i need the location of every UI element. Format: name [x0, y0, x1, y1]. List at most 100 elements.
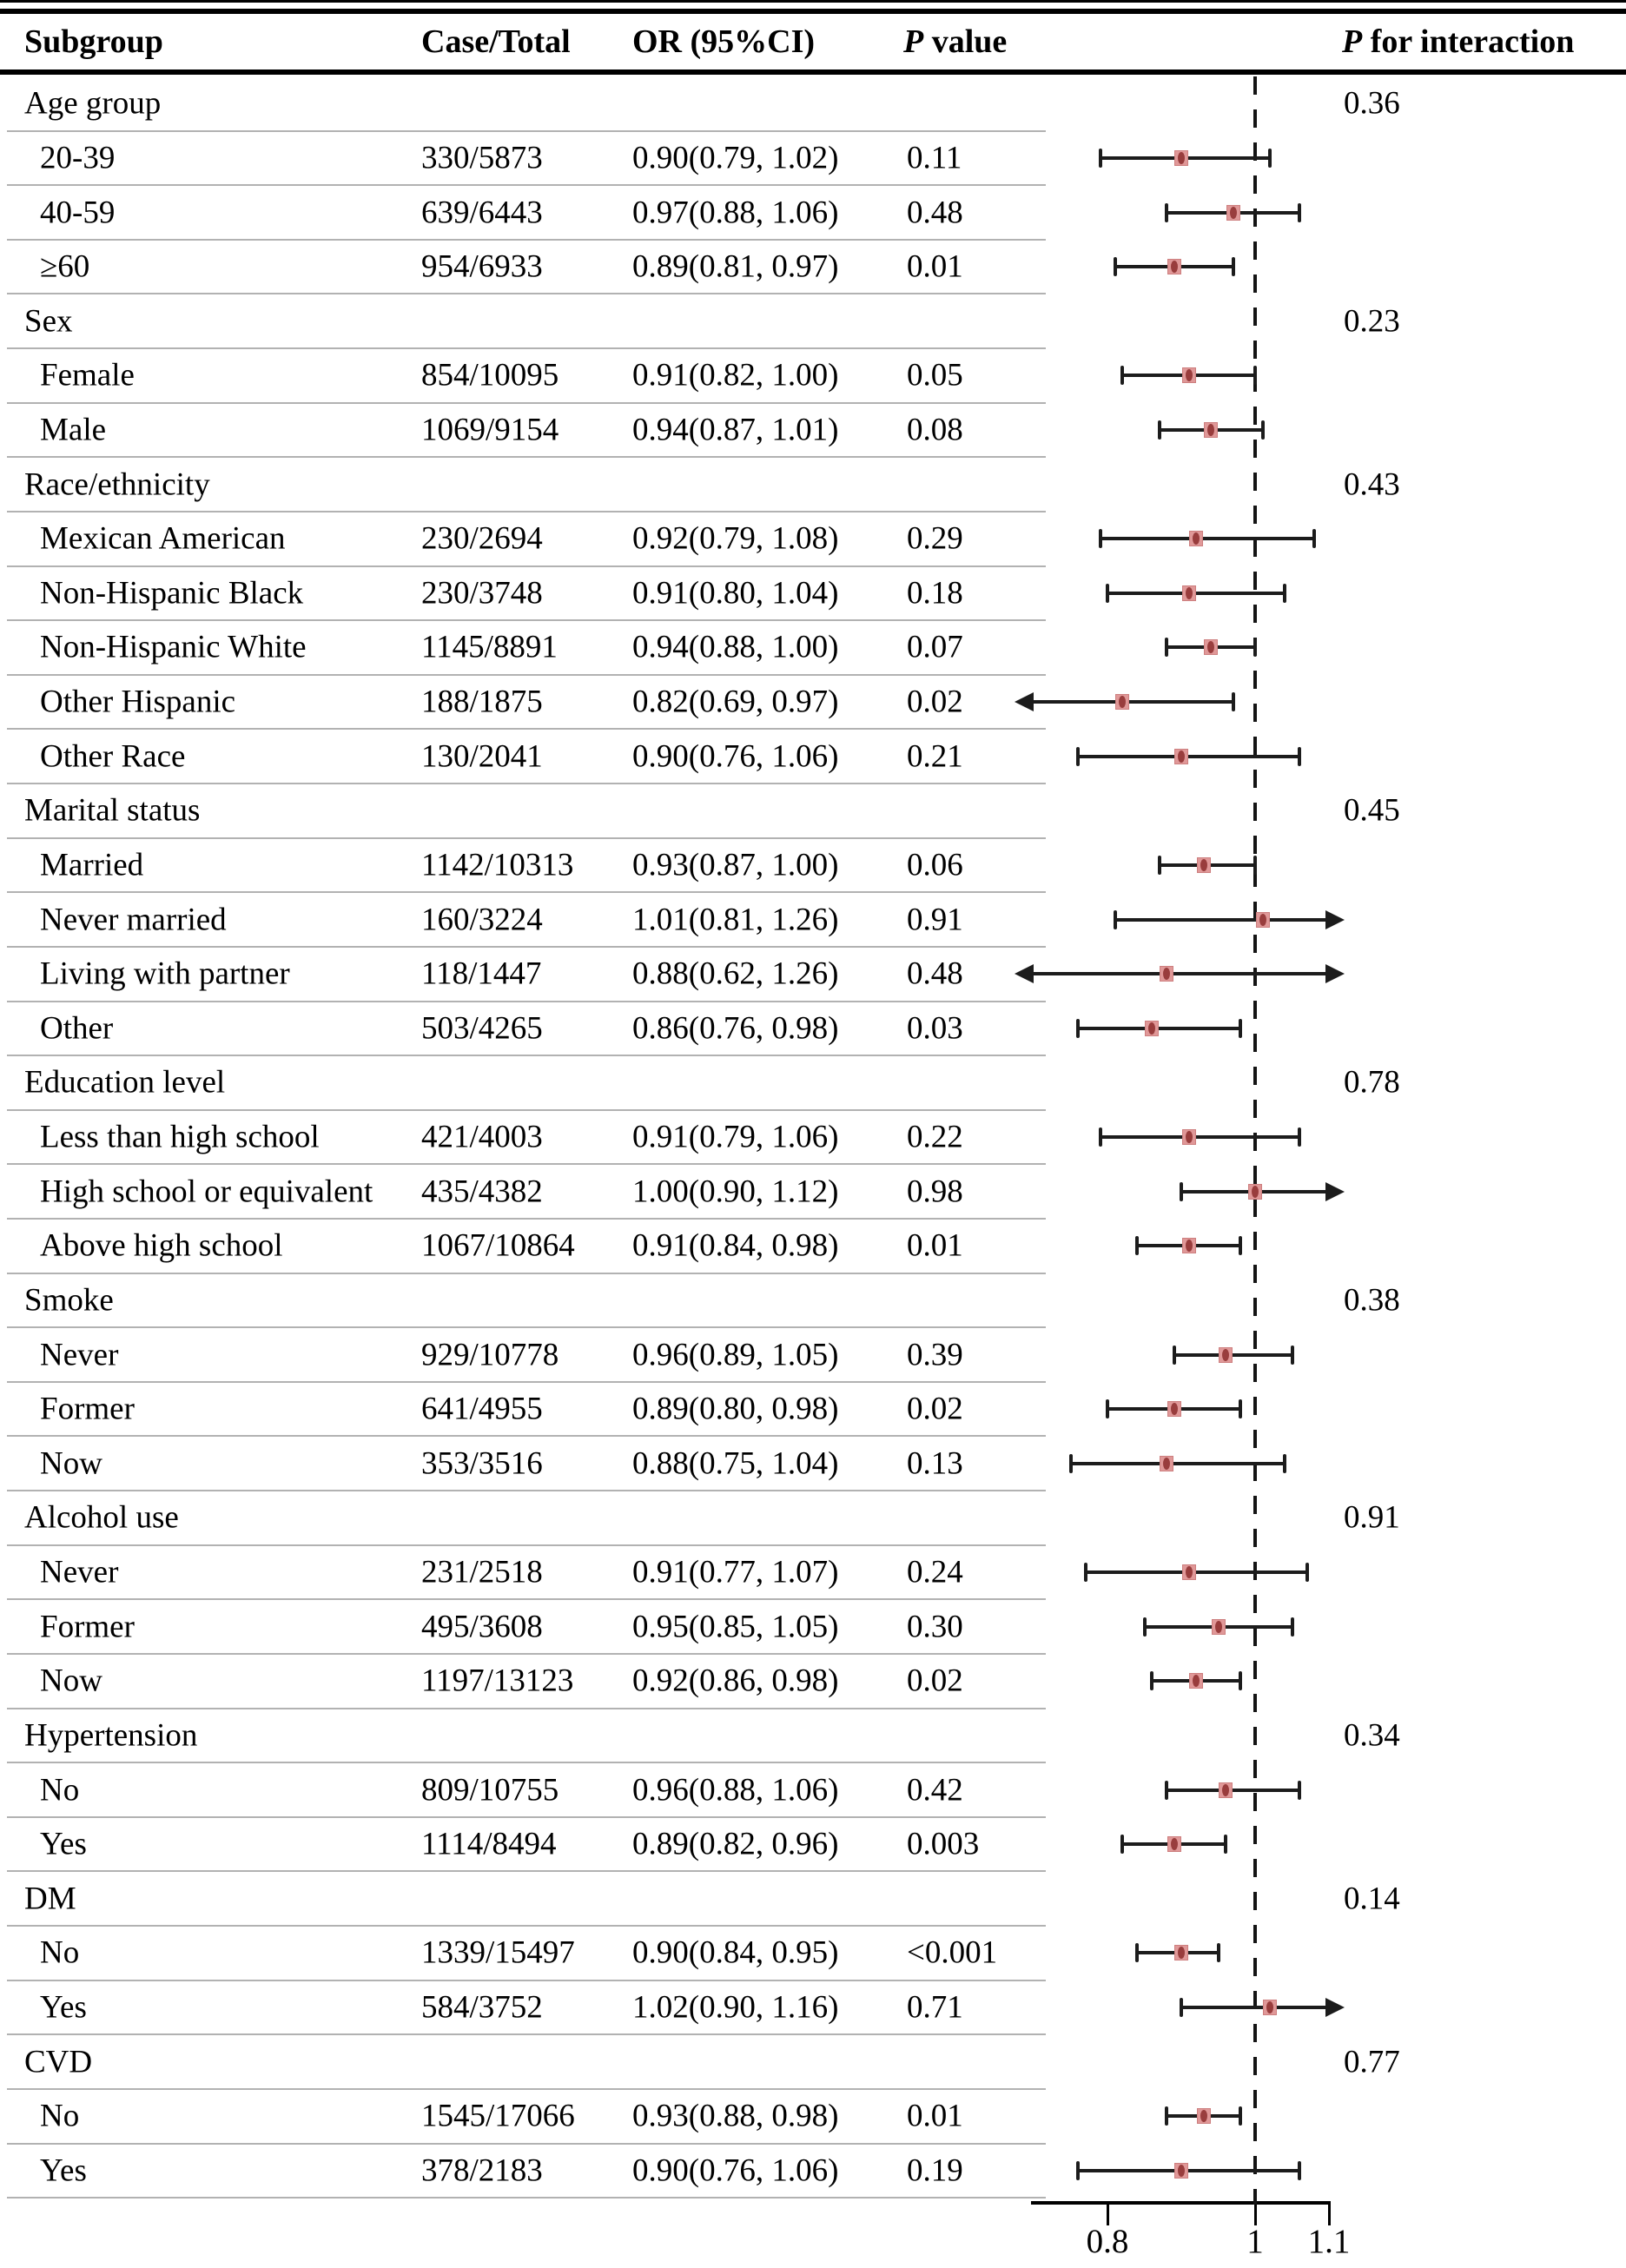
row-separator: [7, 728, 1046, 731]
p-value: 0.11: [907, 140, 962, 176]
ci-left-cap: [1142, 1617, 1147, 1637]
axis-tick: [1106, 2204, 1109, 2225]
table-row: Never 929/10778 0.96(0.89, 1.05) 0.39: [0, 1327, 1626, 1383]
case-total-value: 954/6933: [421, 248, 543, 285]
group-label: Race/ethnicity: [24, 466, 210, 503]
point-estimate-core: [1193, 532, 1200, 546]
row-label: Mexican American: [40, 520, 286, 557]
case-total-value: 160/3224: [421, 902, 543, 938]
or-ci-value: 0.91(0.82, 1.00): [632, 357, 839, 393]
p-value: 0.08: [907, 412, 963, 448]
point-estimate-core: [1185, 586, 1193, 599]
point-estimate-marker: [1181, 367, 1196, 384]
point-estimate-marker: [1174, 748, 1188, 764]
ci-left-cap: [1113, 909, 1117, 929]
p-value: 0.02: [907, 1391, 963, 1427]
ci-whisker: [1078, 754, 1299, 758]
ci-whisker: [1173, 1352, 1292, 1357]
row-separator: [7, 1000, 1046, 1002]
table-row: Other 503/4265 0.86(0.76, 0.98) 0.03: [0, 1002, 1626, 1057]
row-separator: [7, 1108, 1046, 1111]
point-estimate-core: [1222, 1783, 1229, 1796]
row-separator: [7, 129, 1046, 132]
ci-left-cap: [1076, 2160, 1080, 2180]
row-separator: [7, 1490, 1046, 1492]
point-estimate-core: [1178, 750, 1185, 763]
row-label: Other Race: [40, 738, 186, 775]
ci-whisker: [1070, 1461, 1285, 1465]
or-ci-value: 0.97(0.88, 1.06): [632, 195, 839, 231]
ci-left-cap: [1180, 1181, 1183, 1201]
row-label: No: [40, 1934, 80, 1971]
point-estimate-marker: [1248, 1183, 1262, 1200]
point-estimate-core: [1200, 858, 1207, 871]
row-separator: [7, 1598, 1046, 1601]
point-estimate-core: [1229, 206, 1237, 219]
p-value: 0.21: [907, 738, 963, 775]
ci-left-cap: [1157, 420, 1161, 440]
point-estimate-core: [1193, 1675, 1200, 1688]
row-separator: [7, 1272, 1046, 1274]
row-separator: [7, 2197, 1046, 2199]
or-ci-value: 0.93(0.87, 1.00): [632, 847, 839, 883]
ci-right-cap: [1290, 1617, 1294, 1637]
ci-left-arrow-icon: [1015, 964, 1034, 984]
p-value: 0.05: [907, 357, 963, 393]
point-estimate-core: [1178, 151, 1185, 164]
row-label: Former: [40, 1609, 135, 1645]
row-separator: [7, 2087, 1046, 2090]
table-row: Above high school 1067/10864 0.91(0.84, 0.…: [0, 1219, 1626, 1274]
group-label: Hypertension: [24, 1717, 198, 1754]
row-separator: [7, 1544, 1046, 1546]
point-estimate-core: [1170, 261, 1178, 274]
ci-left-cap: [1135, 1943, 1139, 1963]
case-total-value: 641/4955: [421, 1391, 543, 1427]
point-estimate-marker: [1263, 1999, 1277, 2015]
row-label: Former: [40, 1391, 135, 1427]
case-total-value: 188/1875: [421, 684, 543, 720]
or-ci-value: 0.95(0.85, 1.05): [632, 1609, 839, 1645]
header-bottom-border: [0, 69, 1626, 75]
point-estimate-marker: [1181, 1129, 1196, 1146]
point-estimate-core: [1163, 968, 1170, 981]
p-value-italic-p: P: [903, 23, 924, 60]
group-label: CVD: [24, 2044, 93, 2080]
ci-left-cap: [1113, 257, 1117, 277]
case-total-value: 231/2518: [421, 1554, 543, 1590]
row-label: Yes: [40, 1826, 87, 1862]
case-total-value: 1142/10313: [421, 847, 574, 883]
or-ci-value: 0.92(0.86, 0.98): [632, 1663, 839, 1699]
p-interaction-rest: for interaction: [1362, 23, 1575, 60]
ci-right-arrow-icon: [1325, 909, 1345, 929]
group-label: Sex: [24, 303, 73, 340]
ci-whisker: [1078, 1026, 1240, 1030]
case-total-value: 1067/10864: [421, 1227, 575, 1264]
row-label: Now: [40, 1663, 102, 1699]
group-row: DM 0.14: [0, 1871, 1626, 1927]
table-row: Non-Hispanic White 1145/8891 0.94(0.88, 1.…: [0, 620, 1626, 676]
or-ci-value: 0.89(0.82, 0.96): [632, 1826, 839, 1862]
ci-whisker: [1100, 1135, 1299, 1140]
case-total-value: 230/2694: [421, 520, 543, 557]
row-separator: [7, 293, 1046, 295]
or-ci-value: 0.92(0.79, 1.08): [632, 520, 839, 557]
case-total-value: 378/2183: [421, 2152, 543, 2189]
axis-tick-label: 0.8: [1086, 2223, 1129, 2260]
row-label: Married: [40, 847, 144, 883]
case-total-value: 130/2041: [421, 738, 543, 775]
ci-right-cap: [1268, 148, 1272, 168]
point-estimate-core: [1214, 1620, 1222, 1633]
p-value: 0.19: [907, 2152, 963, 2189]
point-estimate-core: [1148, 1022, 1155, 1035]
p-interaction-value: 0.23: [1344, 303, 1400, 340]
row-separator: [7, 1707, 1046, 1709]
row-label: Above high school: [40, 1227, 283, 1264]
point-estimate-marker: [1226, 204, 1240, 221]
or-ci-value: 0.91(0.77, 1.07): [632, 1554, 839, 1590]
row-separator: [7, 1652, 1046, 1655]
ci-right-cap: [1298, 746, 1301, 766]
case-total-value: 421/4003: [421, 1119, 543, 1155]
case-total-value: 1145/8891: [421, 629, 558, 665]
ci-left-cap: [1172, 1345, 1176, 1365]
case-total-value: 353/3516: [421, 1445, 543, 1482]
